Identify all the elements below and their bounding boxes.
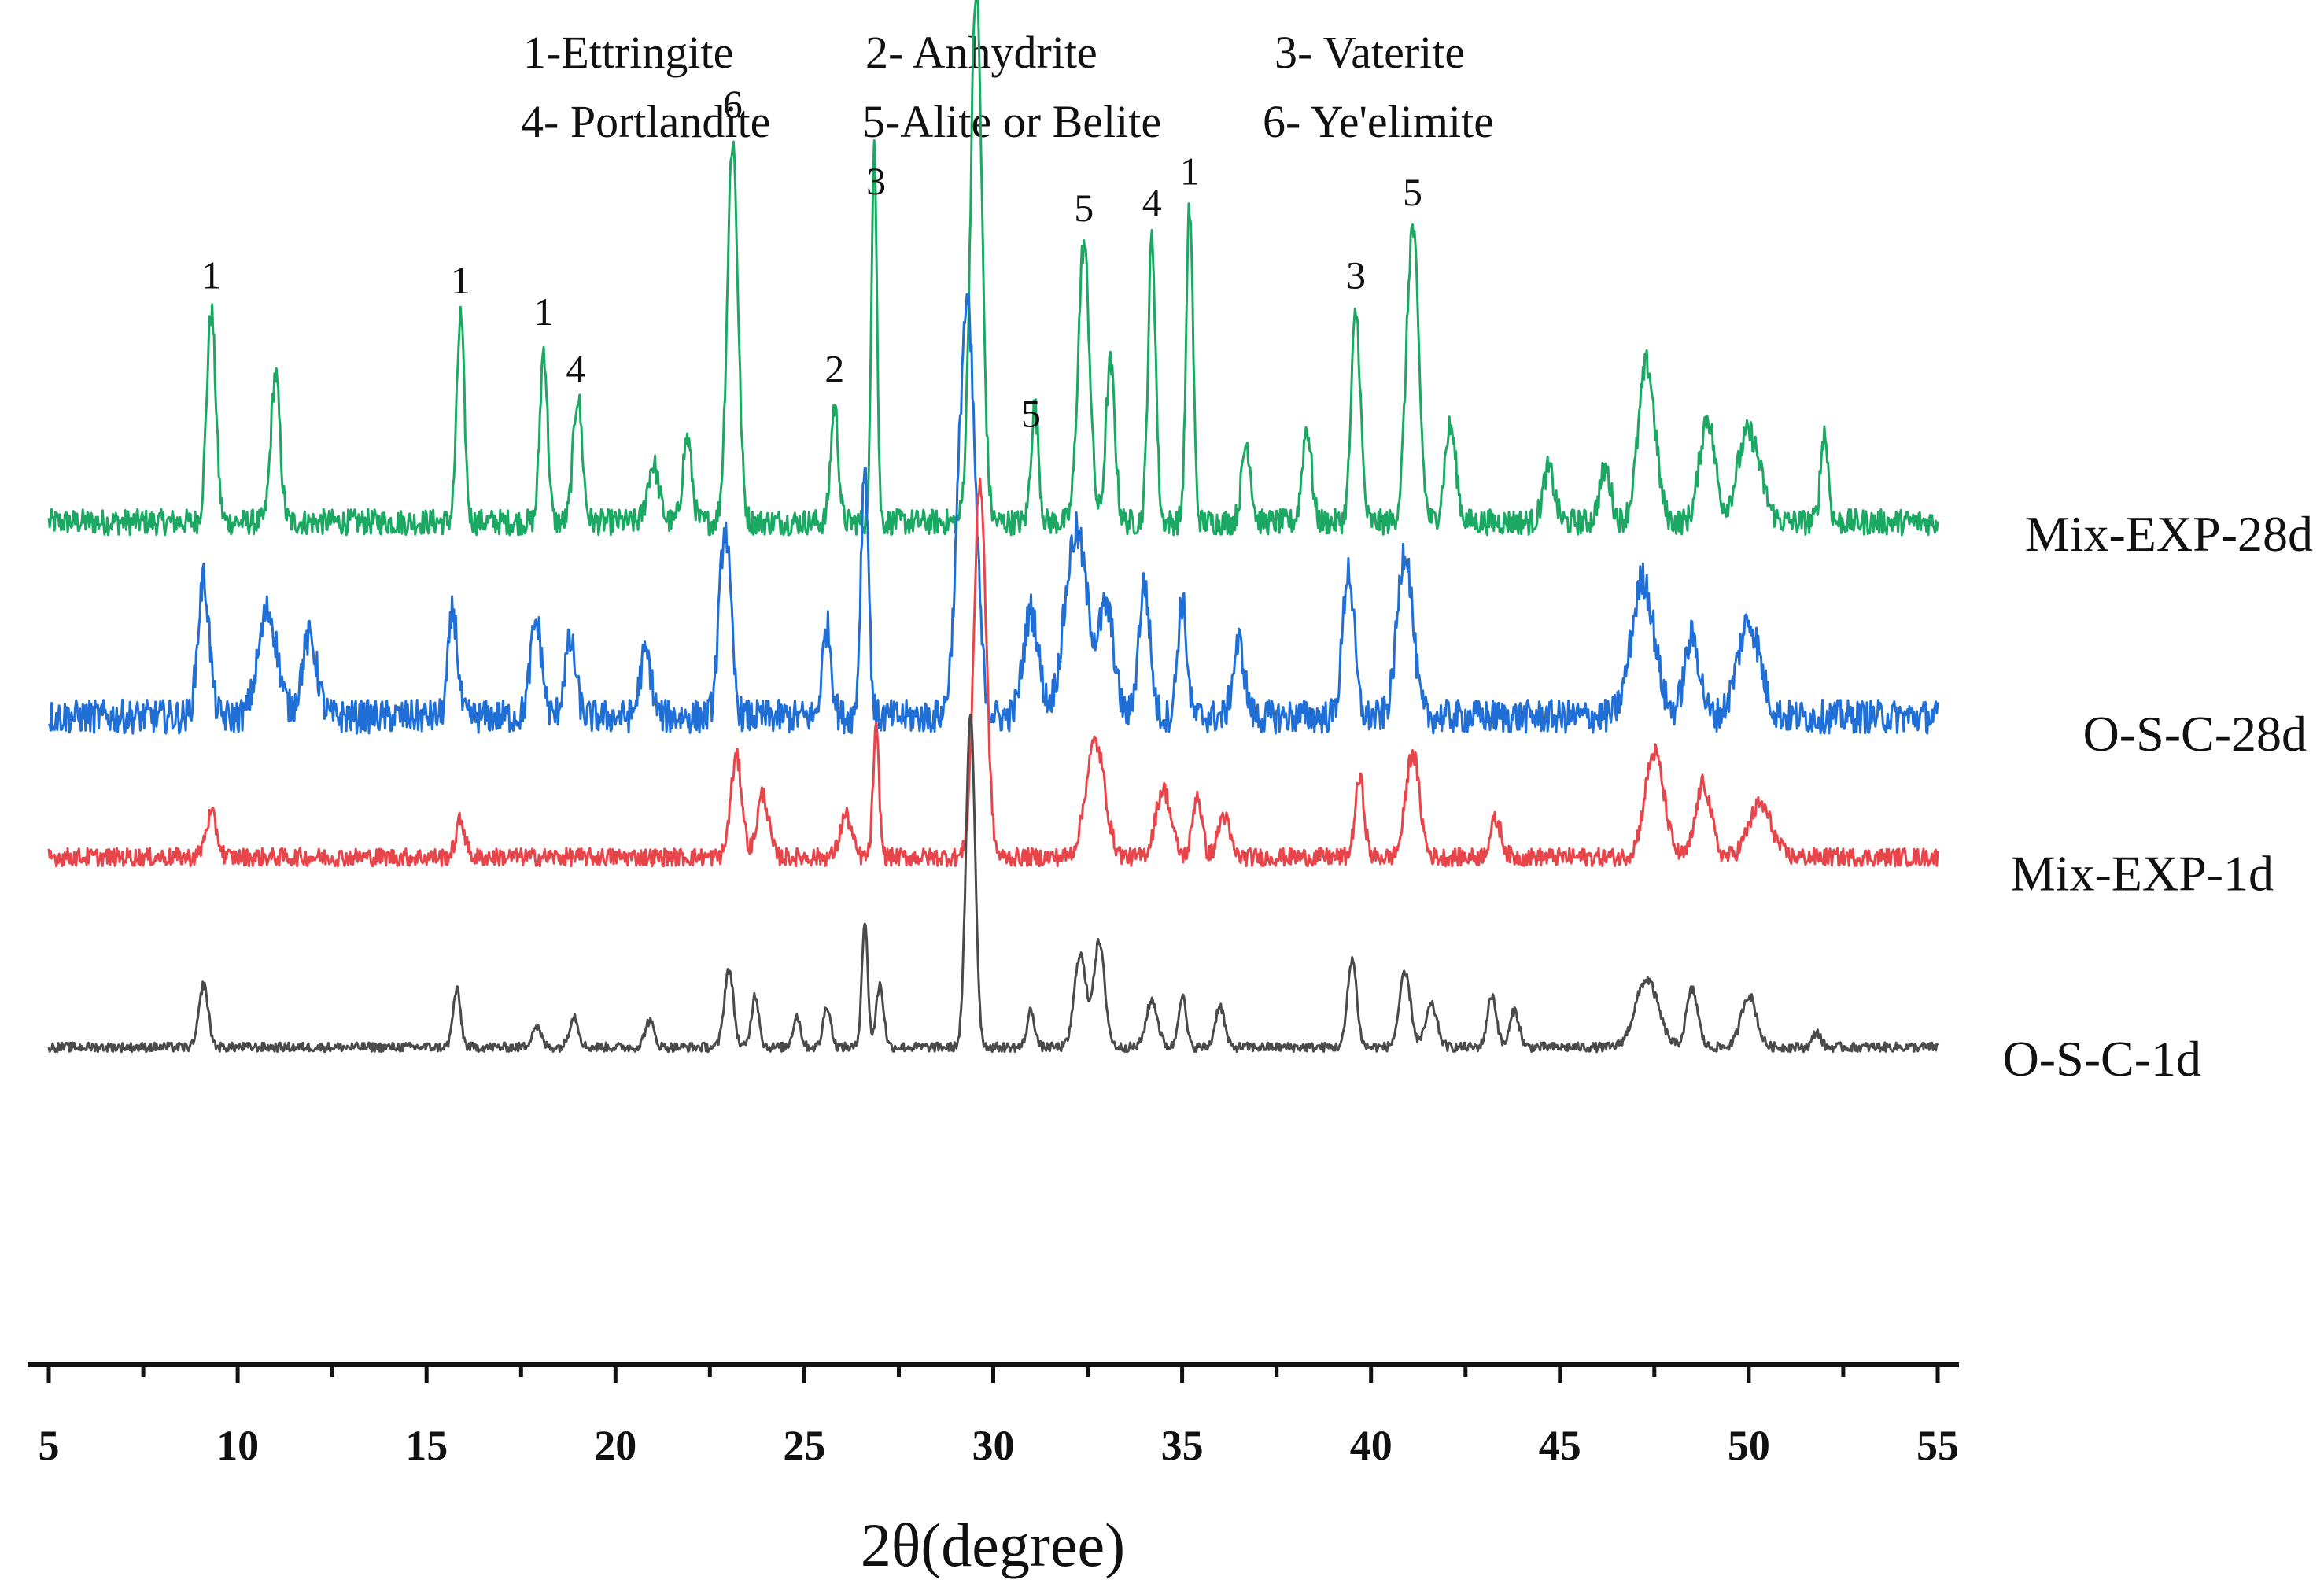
legend-vaterite: 3- Vaterite [1275,27,1465,78]
x-tick-label: 50 [1728,1422,1770,1469]
peak-label-6: 3 [866,159,886,203]
x-axis: 5 10 15 20 25 30 35 40 45 50 55 [28,1362,1959,1469]
series-group [47,0,1939,1054]
series-line-mix-exp-1d [47,477,1939,868]
peak-label-9: 5 [1074,186,1094,230]
series-line-o-s-c-28d [47,292,1939,735]
x-tick-label: 45 [1539,1422,1581,1469]
series-label-mix-exp-1d: Mix-EXP-1d [2011,845,2274,901]
peak-label-8: 5 [1021,392,1041,436]
x-tick-label: 25 [783,1422,825,1469]
legend-anhydrite: 2- Anhydrite [865,27,1097,78]
legend-ettringite: 1-Ettringite [523,27,733,78]
series-label-o-s-c-28d: O-S-C-28d [2083,706,2307,762]
x-axis-title: 2θ(degree) [861,1511,1125,1579]
peak-label-1: 1 [451,258,470,302]
series-labels: Mix-EXP-28d O-S-C-28d Mix-EXP-1d O-S-C-1d [2003,506,2313,1087]
peak-label-5: 2 [824,346,844,390]
legend-alite-belite: 5-Alite or Belite [862,96,1161,147]
peak-label-13: 5 [1403,170,1422,214]
series-line-o-s-c-1d [47,713,1939,1054]
phase-legend: 1-Ettringite 2- Anhydrite 3- Vaterite 4-… [521,27,1494,147]
peak-label-11: 1 [1180,150,1200,194]
x-tick-label: 55 [1916,1422,1959,1469]
series-label-o-s-c-1d: O-S-C-1d [2003,1031,2201,1087]
x-tick-label: 35 [1161,1422,1204,1469]
peak-annotations: 11146233554135 [201,0,1422,436]
peak-label-4: 6 [723,82,743,126]
legend-portlandite: 4- Portlandite [521,96,770,147]
legend-yeelimite: 6- Ye'elimite [1263,96,1494,147]
peak-label-12: 3 [1346,253,1366,297]
x-tick-label: 20 [594,1422,636,1469]
series-label-mix-exp-28d: Mix-EXP-28d [2025,506,2313,562]
peak-label-7: 3 [965,0,984,4]
peak-label-3: 4 [566,346,585,390]
series-line-mix-exp-28d [47,0,1939,537]
x-tick-label: 15 [405,1422,448,1469]
x-tick-label: 30 [972,1422,1015,1469]
x-tick-label: 40 [1350,1422,1393,1469]
x-tick-label: 10 [216,1422,259,1469]
peak-label-10: 4 [1142,180,1162,224]
peak-label-2: 1 [534,290,554,334]
x-tick-label: 5 [39,1422,60,1469]
peak-label-0: 1 [201,253,221,297]
